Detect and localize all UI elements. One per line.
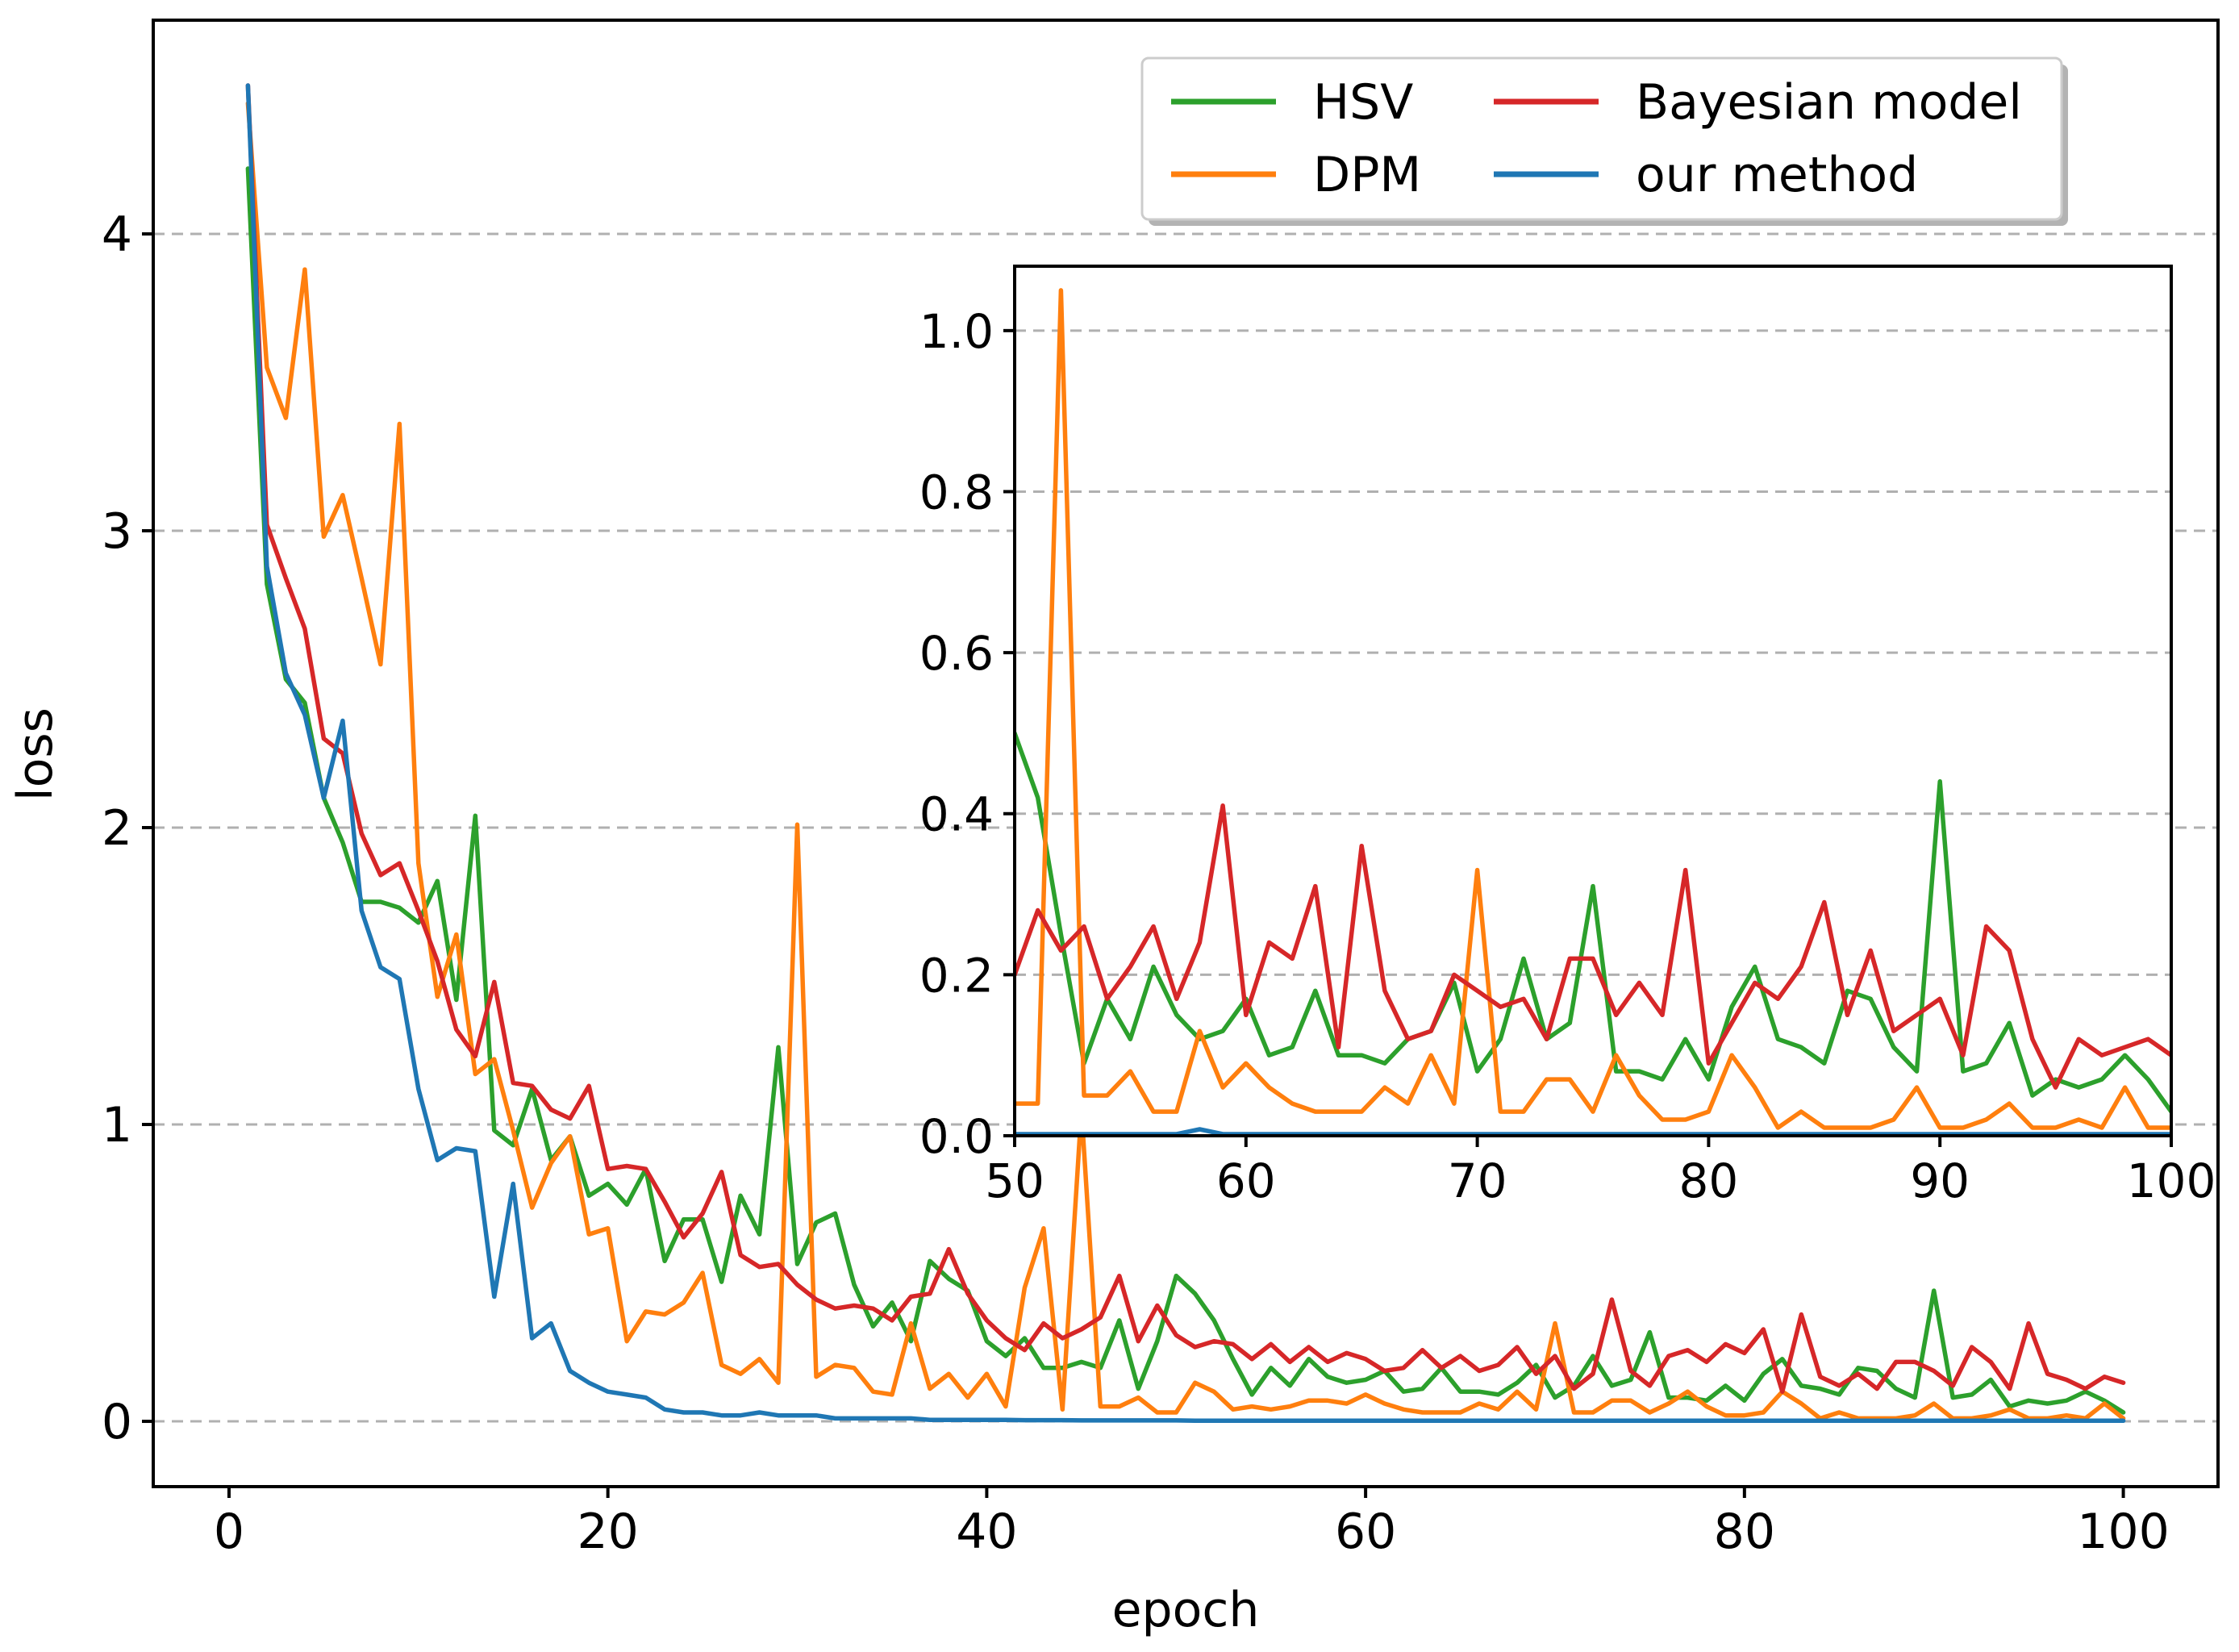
- inset-background: [1015, 266, 2171, 1136]
- legend: HSV DPM Bayesian model our method: [1140, 56, 2068, 226]
- legend-entries: HSV DPM Bayesian model our method: [1171, 74, 2022, 203]
- main-x-tick-label: 0: [214, 1504, 244, 1560]
- legend-item-our-method: our method: [1494, 147, 1918, 203]
- inset-x-tick-label: 90: [1910, 1153, 1970, 1208]
- main-line-our-method: [245, 83, 2126, 1424]
- inset-y-tick-label: 0.8: [919, 465, 994, 519]
- main-y-tick-label: 1: [102, 1097, 132, 1153]
- inset-x-tick-label: 50: [985, 1153, 1044, 1208]
- inset-line-hsv: [1015, 731, 2171, 1114]
- main-y-tick-label: 4: [102, 206, 132, 263]
- main-x-tick-label: 80: [1714, 1504, 1775, 1560]
- main-x-tick-label: 60: [1335, 1504, 1396, 1560]
- legend-box: [1140, 56, 2063, 221]
- x-axis-title: epoch: [1112, 1582, 1260, 1638]
- main-series-group: [245, 83, 2126, 1424]
- inset-x-tick-label: 100: [2127, 1153, 2216, 1208]
- legend-label: our method: [1636, 147, 1918, 203]
- main-x-tick-label: 20: [577, 1504, 638, 1560]
- inset-x-tick-label: 60: [1216, 1153, 1276, 1208]
- legend-item-dpm: DPM: [1171, 147, 1421, 203]
- inset-axis-ticks: 0.0 0.2 0.4 0.6 0.8 1.0 50 60 70 80 90 100: [919, 304, 2216, 1208]
- main-y-tick-label: 0: [102, 1394, 132, 1450]
- inset-line-bayesian-model: [1015, 803, 2171, 1090]
- legend-label: DPM: [1313, 147, 1421, 203]
- inset-x-tick-label: 80: [1678, 1153, 1738, 1208]
- main-line-dpm: [245, 101, 2126, 1421]
- legend-item-hsv: HSV: [1171, 74, 1413, 131]
- inset-y-tick-label: 0.0: [919, 1109, 994, 1164]
- inset-y-tick-label: 1.0: [919, 304, 994, 359]
- inset-y-tick-label: 0.2: [919, 948, 994, 1003]
- main-y-tick-label: 2: [102, 800, 132, 857]
- main-line-bayesian-model: [245, 83, 2126, 1394]
- main-x-tick-label: 100: [2077, 1504, 2170, 1560]
- inset-axes-frame: [1013, 265, 2173, 1137]
- legend-label: HSV: [1313, 74, 1413, 131]
- inset-y-tick-label: 0.4: [919, 787, 994, 842]
- main-grid: [153, 232, 2218, 1423]
- legend-label: Bayesian model: [1636, 74, 2022, 131]
- main-x-tick-label: 40: [956, 1504, 1017, 1560]
- main-plot-lines: [245, 83, 2126, 1424]
- legend-item-bayesian-model: Bayesian model: [1494, 74, 2022, 131]
- inset-x-tick-label: 70: [1448, 1153, 1507, 1208]
- main-axes-frame: [152, 19, 2220, 1488]
- main-y-tick-label: 3: [102, 503, 132, 560]
- y-axis-title: loss: [7, 707, 64, 801]
- inset-y-tick-label: 0.6: [919, 626, 994, 681]
- inset-line-dpm: [1015, 288, 2171, 1130]
